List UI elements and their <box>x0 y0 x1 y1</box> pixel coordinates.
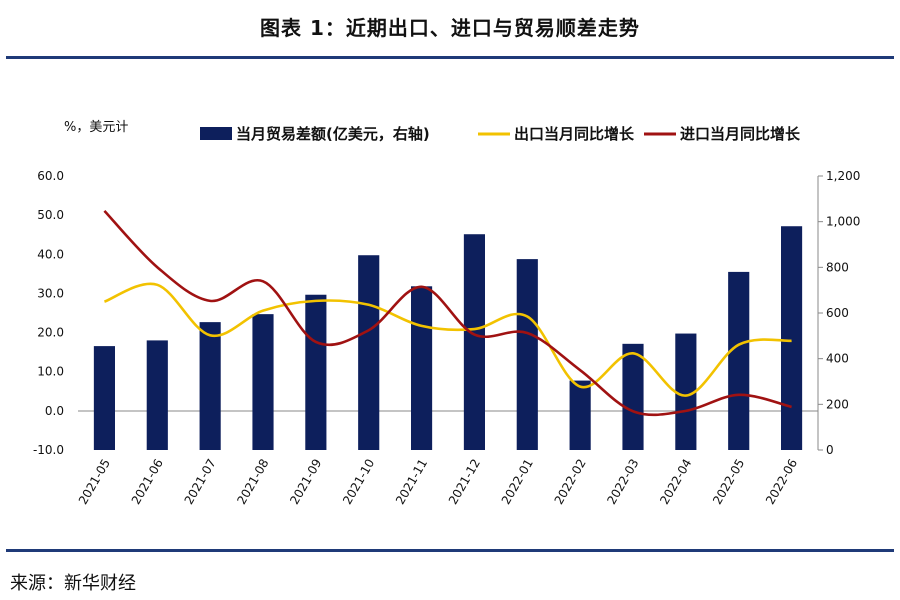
x-axis-tick-label: 2021-09 <box>287 457 324 507</box>
legend-swatch-bar <box>200 127 232 140</box>
right-axis-tick-label: 400 <box>826 352 849 366</box>
trade-balance-bar <box>516 259 538 450</box>
x-axis-tick-label: 2022-04 <box>657 457 694 507</box>
trade-balance-bar <box>358 255 380 450</box>
left-axis-tick-label: 50.0 <box>37 208 64 222</box>
left-axis-tick-label: -10.0 <box>33 443 64 457</box>
right-axis-tick-label: 600 <box>826 306 849 320</box>
x-axis-tick-label: 2021-11 <box>393 457 430 507</box>
lines <box>103 209 792 417</box>
left-axis-tick-label: 40.0 <box>37 247 64 261</box>
right-axis-tick-label: 1,000 <box>826 215 860 229</box>
trade-balance-bar <box>252 314 274 450</box>
bars <box>93 226 803 450</box>
trade-balance-bar <box>728 271 750 450</box>
import-growth-line <box>103 209 792 417</box>
x-axis-tick-label: 2021-10 <box>340 457 377 507</box>
x-axis-tick-label: 2021-07 <box>182 457 219 507</box>
trade-balance-bar <box>675 333 697 450</box>
right-axis-tick-label: 1,200 <box>826 169 860 183</box>
x-axis-tick-label: 2022-03 <box>604 457 641 507</box>
legend-label-export: 出口当月同比增长 <box>514 125 635 143</box>
trade-balance-bar <box>622 343 644 450</box>
left-axis-ticks: -10.0 0.0 10.0 20.0 30.0 40.0 50.0 60.0 <box>33 169 64 457</box>
legend-label-import: 进口当月同比增长 <box>680 125 801 143</box>
left-axis-tick-label: 20.0 <box>37 326 64 340</box>
right-axis-tick-label: 800 <box>826 260 849 274</box>
trade-balance-bar <box>411 286 433 450</box>
trade-balance-bar <box>93 346 115 450</box>
trade-balance-bar <box>781 226 803 450</box>
top-rule <box>6 56 894 59</box>
x-axis-tick-label: 2021-12 <box>446 457 483 507</box>
x-axis-tick-label: 2021-08 <box>234 457 271 507</box>
left-axis-tick-label: 0.0 <box>45 404 64 418</box>
chart-area: %，美元计 当月贸易差额(亿美元，右轴) 出口当月同比增长 进口当月同比增长 -… <box>33 120 860 507</box>
left-axis-tick-label: 30.0 <box>37 286 64 300</box>
x-axis-tick-label: 2022-05 <box>710 457 747 507</box>
trade-balance-bar <box>146 340 168 450</box>
left-axis-unit-label: %，美元计 <box>64 120 128 135</box>
source-note: 来源：新华财经 <box>10 573 136 594</box>
legend: 当月贸易差额(亿美元，右轴) 出口当月同比增长 进口当月同比增长 <box>200 125 801 143</box>
x-axis-tick-label: 2022-01 <box>499 457 536 507</box>
x-axis-tick-label: 2021-05 <box>76 457 113 507</box>
left-axis-tick-label: 10.0 <box>37 365 64 379</box>
x-axis-tick-label: 2022-06 <box>763 457 800 507</box>
right-axis-tick-label: 200 <box>826 397 849 411</box>
bottom-rule <box>6 549 894 552</box>
trade-balance-bar <box>463 234 485 450</box>
left-axis-tick-label: 60.0 <box>37 169 64 183</box>
x-axis-tick-label: 2021-06 <box>129 457 166 507</box>
right-axis-tick-label: 0 <box>826 443 834 457</box>
trade-balance-bar <box>569 380 591 450</box>
trade-balance-bar <box>199 322 221 450</box>
x-axis-tick-label: 2022-02 <box>552 457 589 507</box>
x-axis-labels: 2021-05 2021-06 2021-07 2021-08 2021-09 2021-… <box>76 457 800 507</box>
chart-title: 图表 1：近期出口、进口与贸易顺差走势 <box>260 16 640 40</box>
trade-balance-bar <box>305 294 327 450</box>
right-axis-ticks: 0 200 400 600 800 1,000 1,200 <box>818 169 860 457</box>
legend-label-trade-balance: 当月贸易差额(亿美元，右轴) <box>236 125 430 143</box>
